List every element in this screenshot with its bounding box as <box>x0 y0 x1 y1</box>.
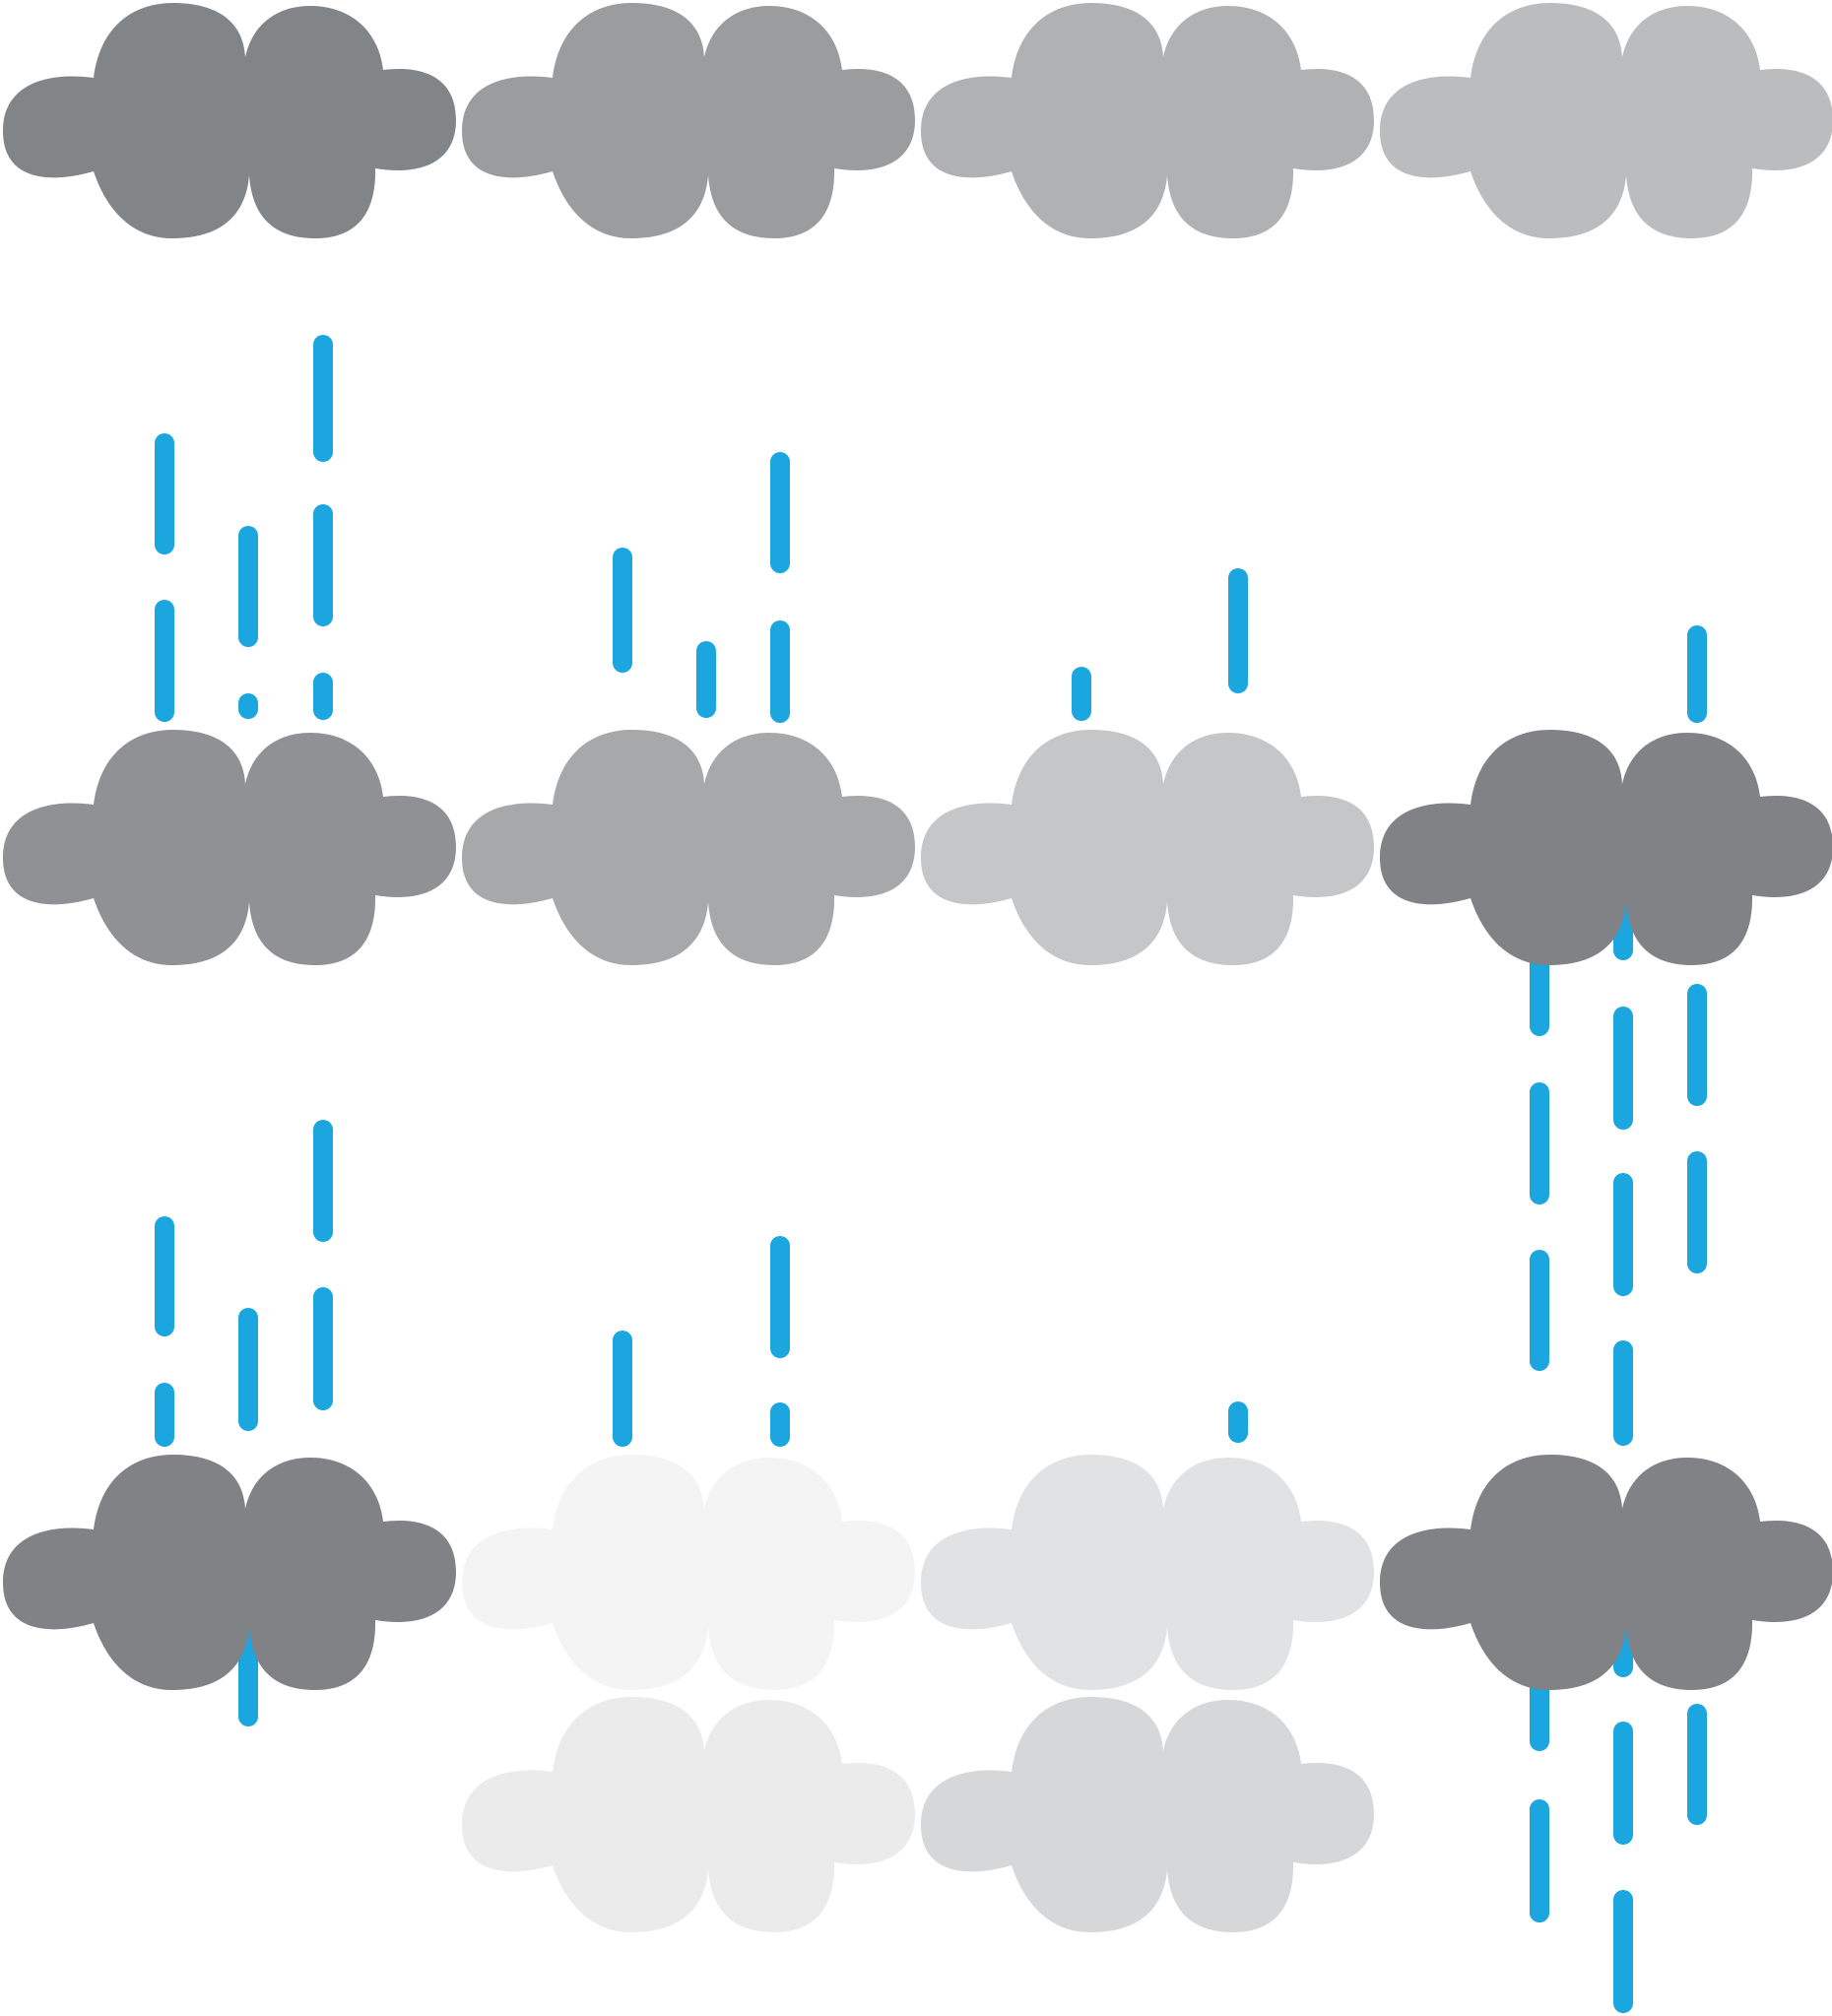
cloud-icon-row4-col2 <box>462 1697 915 1932</box>
cloud-icon-row1-col4 <box>1380 3 1832 238</box>
cloud-layer <box>3 3 1832 1932</box>
cloud-icon-row3-col3 <box>921 1455 1374 1690</box>
cloud-icon-row3-col2 <box>462 1455 915 1690</box>
cloud-icon-row1-col2 <box>462 3 915 238</box>
cloud-icon-row4-col3 <box>921 1697 1374 1932</box>
cloud-icon-row2-col4 <box>1380 730 1832 965</box>
cloud-icon-row1-col1 <box>3 3 456 238</box>
rain-layer <box>155 335 1707 2013</box>
cloud-icon-row1-col3 <box>921 3 1374 238</box>
cloud-icon-row3-col4 <box>1380 1455 1832 1690</box>
cloud-icon-row2-col1 <box>3 730 456 965</box>
cloud-icon-row2-col3 <box>921 730 1374 965</box>
cloud-icon-row3-col1 <box>3 1455 456 1690</box>
cloud-icon-row2-col2 <box>462 730 915 965</box>
